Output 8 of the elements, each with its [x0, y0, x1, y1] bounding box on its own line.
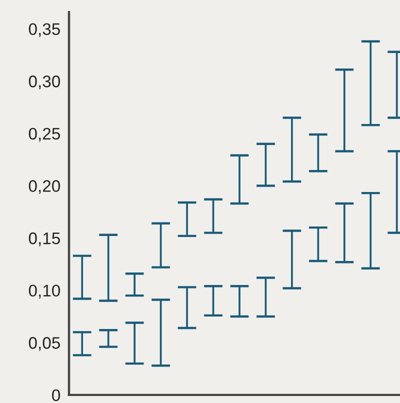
y-tick-label: 0,05 [28, 337, 60, 351]
y-tick-label: 0,35 [28, 23, 60, 37]
y-tick-label: 0,25 [28, 128, 60, 142]
y-tick-label: 0 [52, 389, 60, 402]
y-tick-label: 0,15 [28, 232, 60, 246]
y-tick-label: 0,10 [28, 284, 60, 299]
y-tick-label: 0,30 [28, 76, 60, 90]
y-tick-label: 0,20 [28, 180, 60, 194]
